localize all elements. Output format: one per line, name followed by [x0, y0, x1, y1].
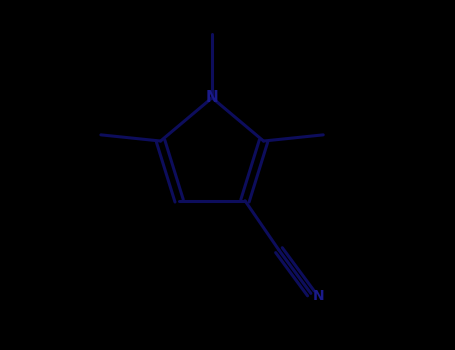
Text: N: N — [206, 90, 218, 105]
Text: N: N — [312, 289, 324, 303]
